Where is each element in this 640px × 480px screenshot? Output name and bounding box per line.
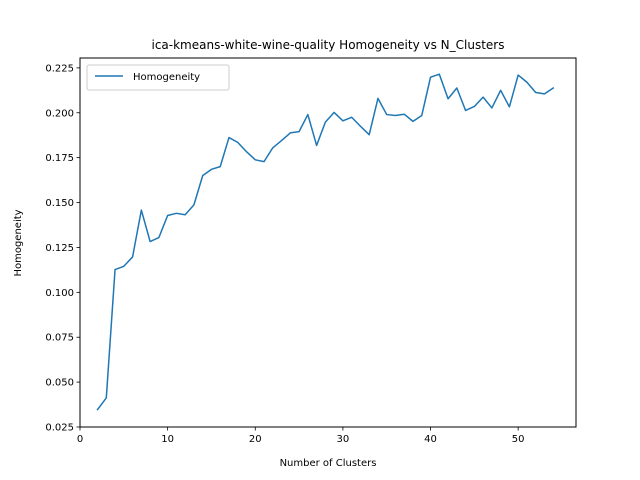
series-line-homogeneity: [96, 73, 555, 411]
y-tick-label: 0.025: [45, 423, 74, 434]
x-tick-label: 30: [337, 434, 350, 445]
y-axis-label: Homogeneity: [13, 209, 24, 276]
x-tick-label: 20: [249, 434, 262, 445]
legend: Homogeneity: [86, 64, 230, 91]
y-tick-label: 0.200: [45, 108, 74, 119]
chart-title: ica-kmeans-white-wine-quality Homogeneit…: [151, 38, 504, 52]
y-tick-label: 0.125: [45, 243, 74, 254]
y-tick-label: 0.050: [45, 378, 74, 389]
series-group: [96, 73, 555, 411]
y-tick-label: 0.100: [45, 288, 74, 299]
plot-frame: [79, 57, 577, 428]
legend-label-homogeneity: Homogeneity: [133, 72, 200, 83]
x-tick-label: 10: [161, 434, 174, 445]
y-tick-label: 0.175: [45, 153, 74, 164]
y-axis-ticks: 0.025 0.050 0.075 0.100 0.125 0.150 0.175 0.200…: [45, 63, 80, 434]
y-tick-label: 0.225: [45, 63, 74, 74]
y-tick-label: 0.150: [45, 198, 74, 209]
x-axis-ticks: 0 10 20 30 40 50: [77, 427, 525, 445]
x-axis-label: Number of Clusters: [280, 458, 377, 469]
x-tick-label: 0: [77, 434, 83, 445]
legend-frame: [86, 64, 230, 91]
y-tick-label: 0.075: [45, 333, 74, 344]
x-tick-label: 50: [512, 434, 525, 445]
plot-area: [80, 58, 576, 427]
x-tick-label: 40: [424, 434, 437, 445]
